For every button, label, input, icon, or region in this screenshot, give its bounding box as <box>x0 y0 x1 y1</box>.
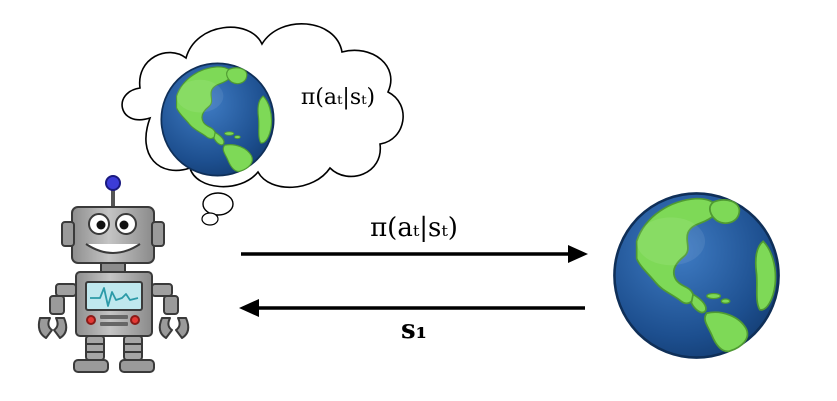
action-arrow <box>241 245 588 263</box>
state-label: s₁ <box>401 315 427 345</box>
action-label: π(aₜ|sₜ) <box>370 213 458 243</box>
thought-bubble-small <box>201 212 219 226</box>
globe-icon-environment <box>613 192 780 359</box>
robot-icon <box>37 175 190 373</box>
state-arrow <box>239 299 585 317</box>
thought-policy-label: π(aₜ|sₜ) <box>301 85 375 110</box>
thought-bubble-large <box>202 192 234 216</box>
globe-icon-imagined <box>160 62 275 177</box>
